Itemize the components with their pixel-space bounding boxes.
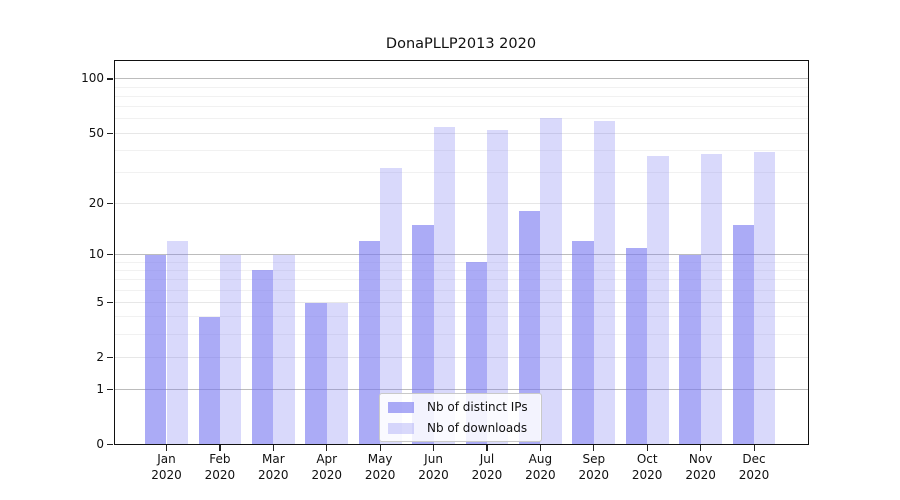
bar-distinct-ips-mar bbox=[251, 270, 274, 445]
bar-distinct-ips-dec bbox=[732, 224, 754, 445]
bar-downloads-nov bbox=[700, 154, 722, 445]
bar-downloads-oct bbox=[647, 156, 669, 445]
minor-gridline bbox=[114, 289, 809, 291]
minor-gridline bbox=[114, 106, 809, 108]
x-tick-label-feb: Feb 2020 bbox=[204, 452, 236, 482]
bar-downloads-jun bbox=[433, 127, 455, 445]
y-tick-label-100: 100 bbox=[81, 71, 104, 86]
x-tick-label-nov: Nov 2020 bbox=[685, 452, 716, 482]
minor-gridline bbox=[114, 95, 809, 97]
legend-label-distinct-ips: Nb of distinct IPs bbox=[427, 400, 528, 414]
x-tick-label-dec: Dec 2020 bbox=[738, 452, 770, 482]
mid-gridline bbox=[114, 132, 809, 134]
bar-downloads-feb bbox=[219, 254, 242, 445]
x-tick-label-mar: Mar 2020 bbox=[258, 452, 289, 482]
y-tick-label-5: 5 bbox=[96, 295, 104, 310]
x-tick-label-sep: Sep 2020 bbox=[578, 452, 610, 482]
y-tick-label-20: 20 bbox=[88, 195, 104, 210]
y-tick-mark bbox=[107, 254, 113, 256]
minor-gridline bbox=[114, 86, 809, 88]
y-tick-mark bbox=[107, 202, 113, 204]
plot-border bbox=[113, 59, 809, 445]
y-tick-mark bbox=[107, 356, 113, 359]
minor-gridline bbox=[114, 149, 809, 151]
bar-distinct-ips-jun bbox=[412, 224, 434, 445]
chart-title: DonaPLLP2013 2020 bbox=[385, 36, 537, 52]
bar-distinct-ips-feb bbox=[198, 316, 220, 445]
minor-gridline bbox=[114, 171, 809, 173]
major-gridline bbox=[114, 78, 809, 80]
y-tick-label-10: 10 bbox=[88, 247, 104, 262]
x-tick-mark bbox=[219, 445, 221, 451]
bar-downloads-may bbox=[380, 167, 402, 445]
bar-distinct-ips-jan bbox=[145, 254, 167, 445]
x-tick-label-apr: Apr 2020 bbox=[311, 452, 342, 482]
x-tick-mark bbox=[326, 445, 328, 451]
minor-gridline bbox=[114, 316, 809, 318]
y-tick-label-1: 1 bbox=[96, 382, 104, 397]
x-tick-mark bbox=[700, 445, 702, 451]
legend: Nb of distinct IPs Nb of downloads bbox=[379, 393, 542, 442]
minor-gridline bbox=[114, 279, 809, 281]
bar-downloads-sep bbox=[593, 121, 616, 445]
x-tick-mark bbox=[539, 445, 542, 451]
x-tick-mark bbox=[272, 445, 274, 451]
bar-downloads-jul bbox=[486, 129, 509, 445]
y-tick-mark bbox=[107, 78, 113, 80]
x-tick-label-oct: Oct 2020 bbox=[631, 452, 663, 482]
mid-gridline bbox=[114, 356, 809, 358]
x-tick-mark bbox=[166, 445, 168, 451]
y-tick-mark bbox=[107, 444, 113, 446]
x-tick-mark bbox=[433, 445, 435, 451]
x-tick-mark bbox=[646, 445, 648, 451]
x-tick-label-may: May 2020 bbox=[364, 452, 396, 482]
x-tick-mark bbox=[593, 445, 595, 451]
x-tick-label-jan: Jan 2020 bbox=[151, 452, 182, 482]
x-tick-mark bbox=[486, 445, 488, 451]
major-gridline bbox=[114, 254, 809, 256]
bar-distinct-ips-sep bbox=[572, 241, 594, 445]
y-tick-label-0: 0 bbox=[96, 437, 104, 451]
minor-gridline bbox=[114, 269, 809, 271]
bar-downloads-dec bbox=[754, 152, 776, 445]
minor-gridline bbox=[114, 334, 809, 336]
bar-downloads-mar bbox=[273, 254, 295, 445]
major-gridline bbox=[114, 389, 809, 391]
mid-gridline bbox=[114, 302, 809, 304]
bar-distinct-ips-aug bbox=[518, 211, 541, 445]
x-tick-label-aug: Aug 2020 bbox=[525, 452, 556, 482]
x-tick-mark bbox=[753, 445, 755, 451]
y-tick-label-50: 50 bbox=[88, 125, 104, 140]
x-tick-mark bbox=[379, 445, 381, 451]
y-tick-mark bbox=[107, 132, 113, 134]
legend-label-downloads: Nb of downloads bbox=[427, 421, 528, 435]
bar-distinct-ips-nov bbox=[679, 254, 701, 445]
mid-gridline bbox=[114, 202, 809, 204]
bar-downloads-jan bbox=[166, 241, 188, 445]
bar-distinct-ips-may bbox=[358, 241, 381, 445]
legend-row-distinct-ips: Nb of distinct IPs bbox=[388, 398, 533, 416]
x-tick-label-jul: Jul 2020 bbox=[471, 452, 503, 482]
bar-downloads-aug bbox=[540, 117, 562, 445]
x-tick-label-jun: Jun 2020 bbox=[418, 452, 449, 482]
minor-gridline bbox=[114, 261, 809, 263]
y-tick-label-2: 2 bbox=[96, 349, 104, 364]
minor-gridline bbox=[114, 118, 809, 120]
y-tick-mark bbox=[107, 302, 113, 304]
legend-swatch-downloads bbox=[388, 422, 414, 434]
legend-swatch-distinct-ips bbox=[388, 401, 414, 413]
y-tick-mark bbox=[107, 389, 113, 391]
bar-distinct-ips-apr bbox=[305, 302, 327, 445]
bar-downloads-apr bbox=[326, 302, 349, 445]
legend-row-downloads: Nb of downloads bbox=[388, 419, 533, 437]
bar-distinct-ips-oct bbox=[625, 247, 648, 445]
